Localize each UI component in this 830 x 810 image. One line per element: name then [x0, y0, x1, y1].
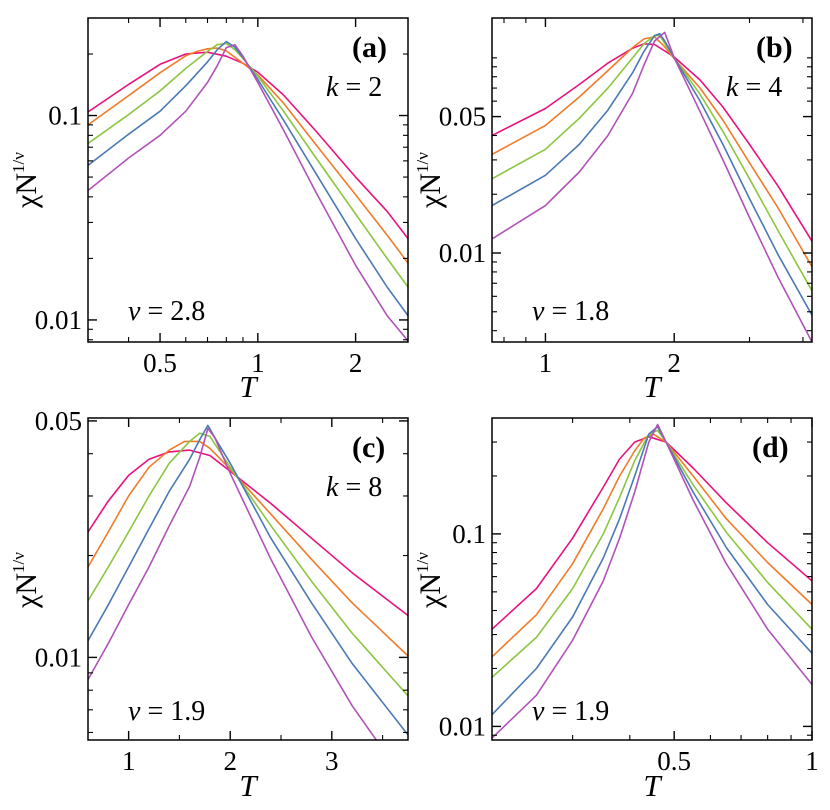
- panel-d-nu-annotation: ν = 1.9: [532, 696, 609, 727]
- panel-d-x-tick-label: 0.5: [657, 746, 691, 776]
- panel-b-series-purple: [492, 31, 812, 342]
- panel-c-series-magenta: [88, 449, 408, 617]
- panel-d-frame: [491, 417, 813, 741]
- panel-a-y-tick-label: 0.1: [48, 101, 82, 131]
- panel-b: 1 2 0.01 0.05 (b) k = 4 ν = 1.8 T χN1/ν: [413, 17, 813, 404]
- panel-d-curves: [492, 423, 812, 739]
- panel-c-y-tick-label: 0.01: [35, 642, 82, 672]
- panel-c-frame: [87, 417, 409, 741]
- panel-d-y-tick-label: 0.1: [452, 519, 486, 549]
- panel-a-y-axis-title: χN1/ν: [9, 152, 43, 209]
- panel-d-ticks: 0.5 1 0.01 0.1: [439, 418, 819, 776]
- panel-a-frame: [87, 17, 409, 343]
- panel-d-series-green: [492, 429, 812, 678]
- panel-a: 0.5 1 2 0.01 0.1 (a) k = 2 ν = 2.8 T χN1/ν: [9, 17, 409, 404]
- panel-c-label: (c): [352, 431, 385, 464]
- panel-d-series-orange: [492, 433, 812, 658]
- panel-c-ticks: 1 2 3 0.01 0.05: [35, 406, 408, 776]
- panel-a-series-purple: [88, 43, 408, 342]
- panel-a-nu-annotation: ν = 2.8: [128, 296, 205, 327]
- panel-c-curves: [88, 424, 408, 740]
- panel-b-label: (b): [756, 31, 793, 64]
- panel-d: 0.5 1 0.01 0.1 (d) ν = 1.9 T χN1/ν: [413, 417, 819, 803]
- panel-c-k-annotation: k = 8: [326, 472, 382, 503]
- panel-a-series-orange: [88, 47, 408, 264]
- panel-a-k-annotation: k = 2: [326, 72, 382, 103]
- panel-a-label: (a): [352, 31, 387, 64]
- panel-d-label: (d): [752, 431, 789, 464]
- panel-b-ticks: 1 2 0.01 0.05: [439, 18, 812, 378]
- panel-d-x-tick-label: 1: [805, 746, 819, 776]
- panel-b-nu-annotation: ν = 1.8: [532, 296, 609, 327]
- panel-c-nu-annotation: ν = 1.9: [128, 696, 205, 727]
- panel-c-y-axis-title: χN1/ν: [9, 552, 43, 609]
- panel-d-x-axis-title: T: [643, 768, 663, 803]
- panel-b-series-magenta: [492, 43, 812, 242]
- panel-a-x-axis-title: T: [239, 369, 259, 404]
- panel-b-series-green: [492, 34, 812, 292]
- panel-c-series-blue: [88, 424, 408, 736]
- panel-c-x-tick-label: 1: [122, 746, 136, 776]
- panel-b-y-tick-label: 0.05: [439, 102, 486, 132]
- panel-c-x-tick-label: 2: [223, 746, 237, 776]
- panel-b-series-blue: [492, 32, 812, 316]
- panel-a-curves: [88, 40, 408, 342]
- panel-d-y-axis-title: χN1/ν: [413, 552, 447, 609]
- panel-c: 1 2 3 0.01 0.05 (c) k = 8 ν = 1.9 T χN1/ν: [9, 406, 409, 803]
- panel-b-x-axis-title: T: [643, 369, 663, 404]
- panel-a-x-tick-label: 2: [349, 348, 363, 378]
- panel-c-series-purple: [88, 427, 378, 740]
- panel-d-series-purple: [492, 423, 812, 739]
- panel-c-series-green: [88, 432, 408, 697]
- panel-b-frame: [491, 17, 813, 343]
- panel-b-y-tick-label: 0.01: [439, 238, 486, 268]
- panel-d-series-blue: [492, 426, 812, 716]
- panel-d-y-tick-label: 0.01: [439, 711, 486, 741]
- panel-a-x-tick-label: 1: [251, 348, 265, 378]
- panel-c-x-tick-label: 3: [325, 746, 339, 776]
- panel-c-x-axis-title: T: [239, 768, 259, 803]
- panel-a-y-tick-label: 0.01: [35, 305, 82, 335]
- panel-b-k-annotation: k = 4: [726, 72, 782, 103]
- panel-a-series-green: [88, 42, 408, 288]
- panel-a-ticks: 0.5 1 2 0.01 0.1: [35, 18, 408, 378]
- panel-b-x-tick-label: 1: [539, 348, 553, 378]
- panel-d-series-magenta: [492, 435, 812, 630]
- panel-a-x-tick-label: 0.5: [143, 348, 177, 378]
- panel-b-series-orange: [492, 36, 812, 268]
- panel-a-series-blue: [88, 40, 408, 317]
- panel-b-curves: [492, 31, 812, 342]
- panel-c-y-tick-label: 0.05: [35, 406, 82, 436]
- panel-b-y-axis-title: χN1/ν: [413, 152, 447, 209]
- panel-b-x-tick-label: 2: [667, 348, 681, 378]
